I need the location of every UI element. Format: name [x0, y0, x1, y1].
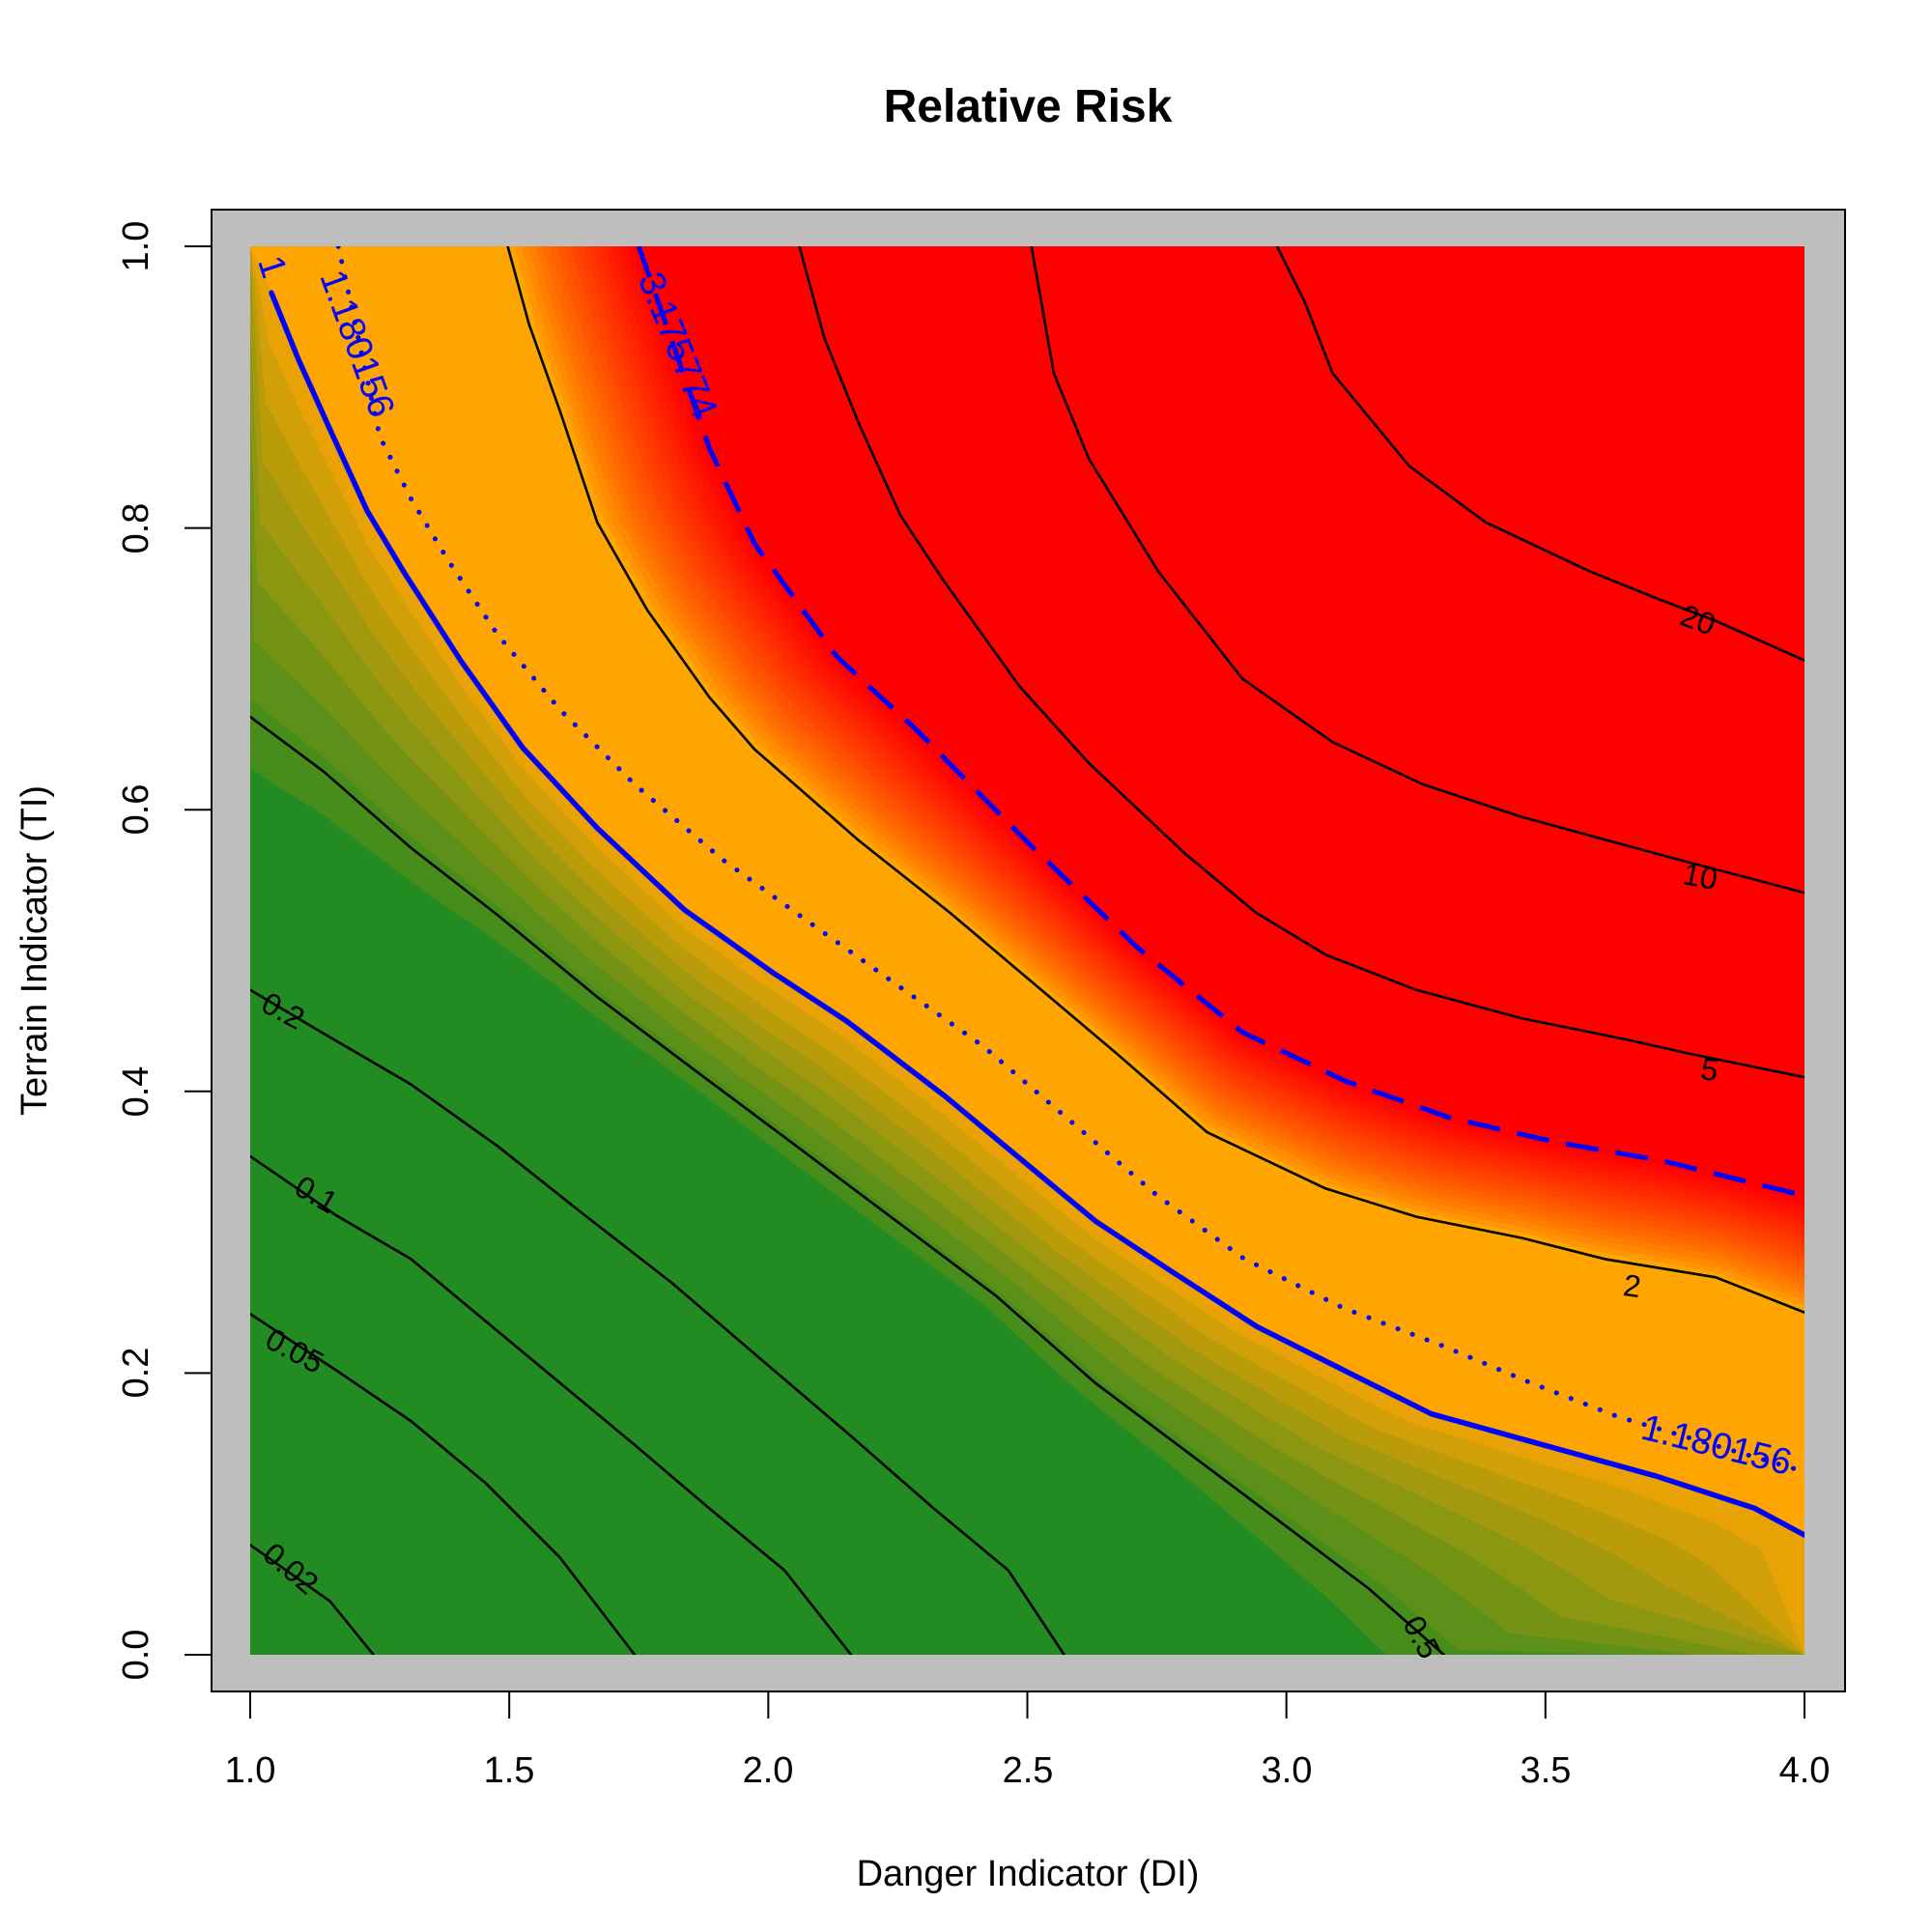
contour-lines	[250, 246, 1804, 1655]
contour-line-3.175774	[636, 246, 1804, 1199]
x-tick-label: 2.5	[1003, 1750, 1054, 1791]
y-tick-label: 0.8	[116, 503, 156, 554]
y-tick-label: 1.0	[116, 221, 156, 272]
contour-line-1	[269, 290, 1804, 1538]
contour-line-10	[1030, 246, 1804, 895]
y-tick-label: 0.0	[116, 1630, 156, 1681]
x-tick-label: 3.5	[1520, 1750, 1572, 1791]
contour-label-2: 2	[1621, 1267, 1643, 1304]
contour-line-0.05	[250, 1312, 637, 1655]
chart-title: Relative Risk	[884, 81, 1173, 132]
y-tick-label: 0.4	[116, 1066, 156, 1118]
y-tick-label: 0.6	[116, 784, 156, 836]
x-tick-label: 1.0	[225, 1750, 276, 1791]
x-tick-label: 1.5	[484, 1750, 535, 1791]
x-axis: 1.0 1.5 2.0 2.5 3.0 3.5 4.0 Danger Indic…	[225, 1690, 1831, 1894]
y-axis: 0.0 0.2 0.4 0.6 0.8 1.0 Terrain Indicato…	[14, 221, 213, 1681]
contour-line-0.02	[250, 1544, 375, 1655]
y-tick-label: 0.2	[116, 1348, 156, 1399]
contour-line-0.5	[250, 715, 1445, 1655]
contour-line-2	[506, 246, 1804, 1314]
x-tick-label: 4.0	[1779, 1750, 1831, 1791]
contour-line-5	[798, 246, 1804, 1079]
contour-label-10: 10	[1680, 856, 1720, 896]
x-axis-label: Danger Indicator (DI)	[857, 1854, 1200, 1894]
high-risk-fill	[250, 246, 1804, 1655]
contour-line-0.1	[250, 1154, 853, 1655]
contour-line-20	[1275, 246, 1804, 662]
x-tick-label: 2.0	[743, 1750, 794, 1791]
x-tick-label: 3.0	[1262, 1750, 1313, 1791]
filled-contour-bands	[250, 246, 1804, 1655]
y-axis-label: Terrain Indicator (TI)	[14, 785, 55, 1116]
contour-line-0.2	[250, 988, 1065, 1655]
contour-label-5: 5	[1698, 1051, 1720, 1088]
